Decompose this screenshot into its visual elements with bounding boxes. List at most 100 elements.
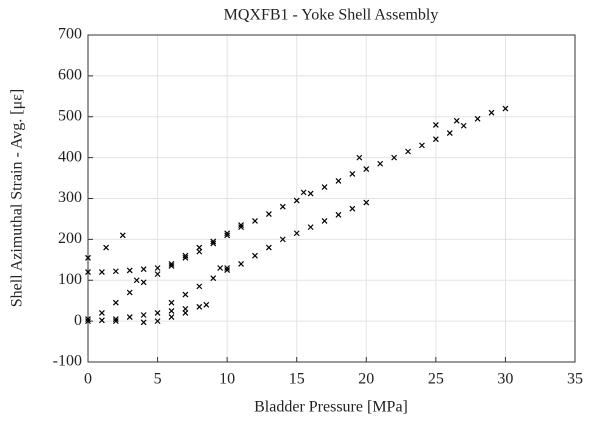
point bbox=[140, 266, 147, 273]
y-tick-label: 600 bbox=[58, 67, 82, 84]
point bbox=[419, 142, 425, 149]
point bbox=[265, 244, 272, 251]
point bbox=[238, 260, 244, 267]
point bbox=[182, 291, 189, 298]
point bbox=[168, 307, 175, 314]
point bbox=[488, 109, 495, 116]
point bbox=[460, 122, 467, 129]
y-tick-label: 200 bbox=[58, 230, 82, 247]
point bbox=[98, 310, 105, 316]
point bbox=[349, 205, 356, 212]
point bbox=[119, 232, 126, 239]
point bbox=[265, 211, 272, 217]
point bbox=[224, 267, 231, 273]
point bbox=[363, 166, 370, 172]
point bbox=[224, 265, 231, 271]
point bbox=[168, 260, 175, 267]
point bbox=[321, 184, 328, 190]
point bbox=[453, 117, 460, 124]
point bbox=[210, 238, 217, 245]
point bbox=[377, 160, 384, 167]
point bbox=[217, 265, 224, 271]
point bbox=[154, 318, 161, 325]
point bbox=[432, 122, 439, 128]
point bbox=[85, 318, 91, 325]
point bbox=[98, 317, 105, 324]
point bbox=[224, 230, 231, 237]
point bbox=[168, 314, 175, 320]
point bbox=[168, 263, 175, 269]
x-tick-label: 15 bbox=[289, 371, 305, 388]
x-axis-label: Bladder Pressure [MPa] bbox=[254, 399, 408, 416]
y-tick-label: 100 bbox=[58, 271, 82, 288]
point bbox=[133, 277, 140, 284]
point bbox=[446, 130, 453, 137]
point bbox=[432, 136, 439, 143]
y-tick-label: 400 bbox=[58, 148, 82, 165]
point bbox=[405, 148, 411, 155]
point bbox=[85, 254, 91, 261]
point bbox=[112, 268, 119, 275]
y-tick-label: 500 bbox=[58, 107, 82, 124]
point bbox=[85, 316, 91, 323]
point bbox=[363, 199, 370, 206]
point bbox=[112, 318, 119, 325]
point bbox=[252, 252, 258, 259]
point bbox=[335, 177, 342, 184]
point bbox=[252, 218, 258, 224]
point bbox=[182, 252, 189, 259]
point bbox=[182, 254, 189, 261]
point bbox=[307, 190, 314, 197]
x-tick-label: 0 bbox=[84, 371, 92, 388]
y-tick-label: 0 bbox=[74, 312, 82, 329]
point bbox=[182, 310, 189, 316]
point bbox=[140, 319, 147, 326]
y-tick-label: -100 bbox=[53, 353, 82, 370]
point bbox=[300, 189, 307, 196]
point bbox=[98, 269, 105, 275]
point bbox=[196, 248, 203, 255]
point bbox=[238, 224, 244, 231]
point bbox=[307, 224, 314, 231]
y-axis-label: Shell Azimuthal Strain - Avg. [με] bbox=[9, 89, 26, 308]
point bbox=[238, 222, 244, 228]
point bbox=[126, 314, 133, 320]
point bbox=[279, 236, 286, 243]
point bbox=[224, 232, 231, 239]
point bbox=[293, 197, 300, 204]
x-tick-label: 30 bbox=[497, 371, 513, 388]
point bbox=[140, 312, 147, 318]
point bbox=[168, 299, 175, 306]
point bbox=[140, 279, 147, 286]
y-tick-label: 700 bbox=[58, 26, 82, 43]
point bbox=[103, 244, 110, 251]
point bbox=[154, 310, 161, 316]
point bbox=[126, 289, 133, 296]
point bbox=[154, 265, 161, 271]
x-tick-label: 25 bbox=[428, 371, 444, 388]
point bbox=[293, 230, 300, 237]
point bbox=[126, 267, 133, 274]
point bbox=[112, 299, 119, 306]
x-tick-label: 10 bbox=[219, 371, 235, 388]
point bbox=[196, 283, 203, 290]
point bbox=[210, 240, 217, 247]
y-tick-label: 300 bbox=[58, 189, 82, 206]
point bbox=[203, 301, 210, 308]
point bbox=[349, 171, 356, 177]
point bbox=[154, 271, 161, 278]
point bbox=[210, 275, 217, 282]
point bbox=[196, 303, 203, 310]
point bbox=[335, 211, 342, 218]
point bbox=[502, 105, 509, 112]
x-tick-label: 5 bbox=[154, 371, 162, 388]
point bbox=[112, 316, 119, 323]
point bbox=[474, 115, 481, 122]
point bbox=[279, 203, 286, 210]
x-tick-label: 35 bbox=[567, 371, 583, 388]
point bbox=[321, 218, 328, 224]
axes-frame bbox=[87, 34, 576, 363]
point bbox=[356, 154, 363, 161]
chart-title: MQXFB1 - Yoke Shell Assembly bbox=[224, 7, 439, 24]
